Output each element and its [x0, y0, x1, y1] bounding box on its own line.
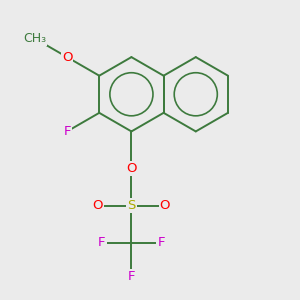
Text: O: O	[160, 199, 170, 212]
Text: F: F	[63, 125, 71, 138]
Text: F: F	[158, 236, 165, 249]
Text: CH₃: CH₃	[23, 32, 46, 45]
Text: O: O	[93, 199, 103, 212]
Text: O: O	[62, 51, 72, 64]
Text: O: O	[126, 162, 137, 175]
Text: S: S	[127, 199, 136, 212]
Text: F: F	[98, 236, 106, 249]
Text: F: F	[128, 270, 135, 283]
